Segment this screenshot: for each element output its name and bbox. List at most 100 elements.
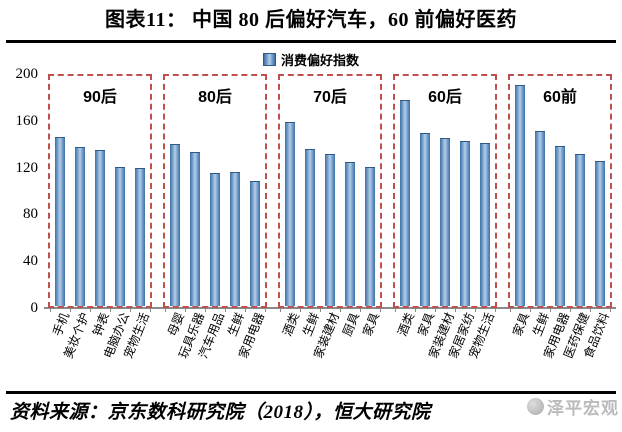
bar-slots <box>280 76 380 306</box>
bar-生鲜 <box>535 131 545 306</box>
bar-slot <box>70 76 90 306</box>
axis-tick <box>550 308 551 312</box>
axis-tick <box>110 308 111 312</box>
bar-slot <box>300 76 320 306</box>
watermark-text: 泽平宏观 <box>547 399 619 418</box>
bar-slot <box>395 76 415 306</box>
axis-tick <box>455 308 456 312</box>
bar-家具 <box>365 167 375 306</box>
watermark-logo-icon <box>527 398 544 415</box>
y-tick-label: 40 <box>23 253 38 270</box>
axis-tick <box>50 308 51 312</box>
axis-tick <box>530 308 531 312</box>
axis-tick <box>570 308 571 312</box>
x-tick-label: 母婴 <box>165 310 188 339</box>
axis-tick <box>300 308 301 312</box>
group-label: 70后 <box>313 89 347 106</box>
bar-玩具乐器 <box>190 152 200 306</box>
bar-slot <box>530 76 550 306</box>
bar-家具 <box>515 85 525 306</box>
bar-slot <box>245 76 265 306</box>
legend-swatch-icon <box>262 53 276 66</box>
figure-title: 图表11： 中国 80 后偏好汽车，60 前偏好医药 <box>105 9 517 31</box>
group-label: 80后 <box>198 89 232 106</box>
bar-slots <box>50 76 150 306</box>
bar-slot <box>550 76 570 306</box>
axis-tick <box>475 308 476 312</box>
bar-家居家纺 <box>460 140 470 306</box>
group-label: 60后 <box>428 89 462 106</box>
x-tick-label: 钟表 <box>90 310 113 339</box>
bar-宠物生活 <box>135 168 145 306</box>
bar-slot <box>280 76 300 306</box>
bar-酒类 <box>285 122 295 306</box>
bar-宠物生活 <box>480 142 490 306</box>
x-tick-label: 家具 <box>415 310 438 339</box>
bar-slot <box>320 76 340 306</box>
axis-tick <box>510 308 511 312</box>
bar-家装建材 <box>440 138 450 306</box>
legend-label: 消费偏好指数 <box>280 53 359 68</box>
bar-食品饮料 <box>595 161 605 306</box>
bar-slot <box>415 76 435 306</box>
y-tick-label: 200 <box>15 66 39 82</box>
bar-美妆个护 <box>75 147 85 306</box>
bar-slots <box>395 76 495 306</box>
bar-钟表 <box>95 149 105 306</box>
bar-家用电器 <box>555 146 565 306</box>
chart-legend: 消费偏好指数 <box>0 50 622 69</box>
bar-厨具 <box>345 162 355 306</box>
x-axis-line <box>44 307 616 309</box>
axis-tick <box>70 308 71 312</box>
axis-tick <box>395 308 396 312</box>
y-axis: 0 40 80 120 160 200 <box>0 67 42 316</box>
axis-tick <box>435 308 436 312</box>
x-tick-label: 生鲜 <box>300 310 323 339</box>
bar-母婴 <box>170 144 180 306</box>
bar-slot <box>90 76 110 306</box>
bar-酒类 <box>400 100 410 306</box>
bar-slot <box>435 76 455 306</box>
bar-家具 <box>420 132 430 306</box>
axis-tick <box>360 308 361 312</box>
x-tick-label: 手机 <box>50 310 73 339</box>
group-label: 60前 <box>543 89 577 106</box>
bar-slot <box>475 76 495 306</box>
axis-tick <box>205 308 206 312</box>
axis-tick <box>225 308 226 312</box>
bar-slot <box>590 76 610 306</box>
axis-tick <box>90 308 91 312</box>
watermark: 泽平宏观 <box>527 394 619 419</box>
footer-divider <box>6 391 616 394</box>
bar-家用电器 <box>250 180 260 306</box>
axis-tick <box>320 308 321 312</box>
axis-tick <box>380 308 381 312</box>
y-tick-label: 120 <box>15 159 39 176</box>
group-label: 90后 <box>83 89 117 106</box>
axis-tick <box>130 308 131 312</box>
axis-tick <box>280 308 281 312</box>
bar-slot <box>455 76 475 306</box>
axis-tick <box>415 308 416 312</box>
x-tick-label: 厨具 <box>340 310 363 339</box>
group-box-60前: 60前 家具 生鲜 家用电器 医药保健 食品饮料 <box>508 74 612 360</box>
bar-slot <box>340 76 360 306</box>
bar-生鲜 <box>230 171 240 306</box>
axis-tick <box>340 308 341 312</box>
bar-slot <box>50 76 70 306</box>
y-tick-label: 0 <box>30 300 39 316</box>
axis-tick <box>245 308 246 312</box>
title-divider <box>6 40 616 43</box>
group-box-80后: 80后 母婴 玩具乐器 汽车用品 生鲜 家用电器 <box>163 74 267 360</box>
bar-slots <box>510 76 610 306</box>
x-tick-label: 生鲜 <box>225 310 248 339</box>
axis-tick <box>265 308 266 312</box>
group-box-70后: 70后 酒类 生鲜 家装建材 厨具 家具 <box>278 74 382 360</box>
bar-slot <box>165 76 185 306</box>
bar-slot <box>360 76 380 306</box>
bar-slot <box>225 76 245 306</box>
bar-汽车用品 <box>210 172 220 306</box>
bar-slot <box>110 76 130 306</box>
axis-tick <box>165 308 166 312</box>
